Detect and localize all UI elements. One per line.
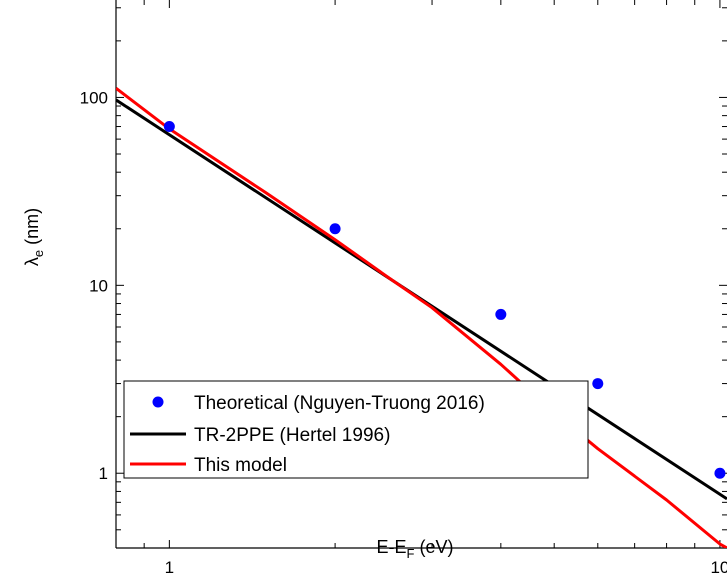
data-point-theoretical: [329, 223, 341, 235]
x-tick-label: 10: [710, 558, 727, 577]
x-tick-label: 1: [165, 558, 174, 577]
y-axis-label: λe (nm): [22, 208, 46, 266]
data-point-theoretical: [163, 121, 175, 133]
legend-label-theoretical: Theoretical (Nguyen-Truong 2016): [194, 393, 485, 414]
data-point-theoretical: [592, 378, 604, 390]
data-point-theoretical: [714, 467, 726, 479]
series-layer: [116, 87, 727, 548]
tick-labels: 1 10 1 10 100: [80, 88, 727, 577]
legend-box: [123, 380, 589, 479]
legend-label-model: This model: [194, 455, 287, 476]
y-tick-label: 10: [89, 276, 108, 295]
plot-frame: [115, 0, 727, 549]
y-tick-label: 100: [80, 88, 108, 107]
y-tick-label: 1: [99, 464, 108, 483]
legend: Theoretical (Nguyen-Truong 2016) TR-2PPE…: [123, 380, 589, 479]
series-line-model: [116, 87, 727, 548]
x-axis-label: E-EF (eV): [377, 537, 454, 561]
legend-marker-theoretical: [152, 396, 164, 408]
legend-label-hertel: TR-2PPE (Hertel 1996): [194, 425, 390, 446]
data-point-theoretical: [495, 308, 507, 320]
